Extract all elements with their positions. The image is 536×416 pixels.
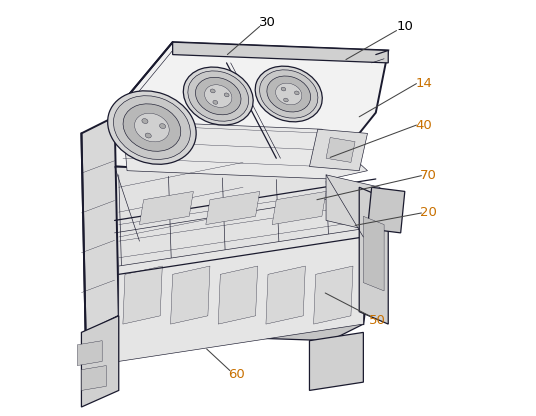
Polygon shape	[86, 316, 363, 341]
Polygon shape	[359, 187, 388, 324]
Polygon shape	[123, 266, 162, 324]
Polygon shape	[173, 42, 388, 63]
Ellipse shape	[183, 67, 253, 125]
Text: 60: 60	[228, 368, 245, 381]
Ellipse shape	[294, 91, 299, 95]
Ellipse shape	[108, 91, 196, 164]
Polygon shape	[326, 138, 355, 162]
Polygon shape	[81, 316, 119, 407]
Text: 50: 50	[369, 314, 386, 327]
Ellipse shape	[123, 104, 181, 151]
Ellipse shape	[267, 76, 310, 112]
Polygon shape	[81, 117, 119, 332]
Polygon shape	[309, 332, 363, 391]
Polygon shape	[363, 216, 384, 291]
Polygon shape	[115, 166, 376, 324]
Polygon shape	[368, 187, 405, 233]
Polygon shape	[266, 266, 306, 324]
Polygon shape	[272, 191, 326, 225]
Text: 30: 30	[259, 16, 276, 29]
Polygon shape	[119, 229, 363, 362]
Ellipse shape	[142, 119, 148, 124]
Polygon shape	[77, 341, 102, 366]
Ellipse shape	[135, 113, 169, 142]
Ellipse shape	[114, 96, 190, 159]
Ellipse shape	[210, 89, 215, 93]
Ellipse shape	[276, 83, 302, 105]
Ellipse shape	[160, 124, 166, 129]
Text: 20: 20	[420, 206, 437, 220]
Polygon shape	[218, 266, 258, 324]
Ellipse shape	[188, 71, 249, 121]
Text: 40: 40	[415, 119, 432, 131]
Polygon shape	[309, 129, 368, 171]
Ellipse shape	[255, 66, 322, 122]
Ellipse shape	[145, 133, 151, 138]
Polygon shape	[123, 121, 368, 179]
Text: 70: 70	[420, 169, 437, 182]
Ellipse shape	[284, 98, 288, 102]
Polygon shape	[139, 191, 193, 225]
Ellipse shape	[213, 100, 218, 104]
Polygon shape	[326, 175, 380, 233]
Polygon shape	[81, 366, 106, 391]
Ellipse shape	[205, 85, 232, 107]
Ellipse shape	[224, 93, 229, 97]
Text: 10: 10	[397, 20, 413, 33]
Polygon shape	[170, 266, 210, 324]
Ellipse shape	[259, 70, 318, 118]
Ellipse shape	[196, 77, 241, 115]
Polygon shape	[314, 266, 353, 324]
Polygon shape	[110, 42, 388, 175]
Text: 14: 14	[415, 77, 433, 90]
Polygon shape	[206, 191, 260, 225]
Ellipse shape	[281, 87, 286, 91]
